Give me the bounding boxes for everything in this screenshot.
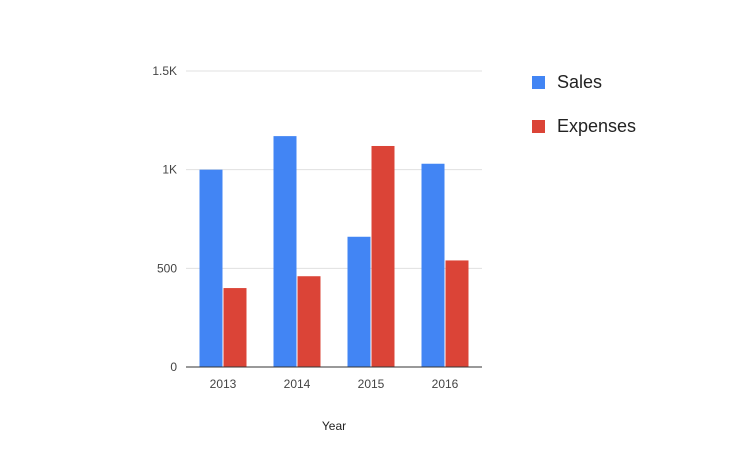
bars	[199, 136, 469, 367]
x-tick-label-2014: 2014	[284, 377, 311, 391]
x-tick-label-2015: 2015	[358, 377, 385, 391]
bar-expenses-2014[interactable]	[297, 276, 321, 367]
bar-expenses-2013[interactable]	[223, 288, 247, 367]
x-axis-title: Year	[322, 419, 346, 433]
legend-swatch-expenses	[532, 119, 545, 133]
bar-sales-2015[interactable]	[347, 236, 371, 367]
legend-label-expenses: Expenses	[557, 116, 637, 136]
legend: Sales Expenses	[532, 68, 636, 156]
y-tick-label-1K: 1K	[162, 163, 177, 177]
bar-sales-2016[interactable]	[421, 163, 445, 367]
x-tick-label-2013: 2013	[210, 377, 237, 391]
y-tick-label-500: 500	[157, 261, 177, 275]
legend-swatch-sales	[532, 75, 545, 89]
bar-expenses-2016[interactable]	[445, 260, 469, 367]
y-tick-label-0: 0	[170, 360, 177, 374]
bar-sales-2014[interactable]	[273, 136, 297, 367]
y-tick-label-1.5K: 1.5K	[152, 64, 177, 78]
legend-item-sales: Sales	[532, 68, 636, 96]
bar-expenses-2015[interactable]	[371, 145, 395, 367]
legend-item-expenses: Expenses	[532, 112, 636, 140]
x-tick-label-2016: 2016	[432, 377, 459, 391]
x-axis-ticks: 2013 2014 2015 2016	[210, 377, 459, 391]
y-axis-ticks: 0 500 1K 1.5K	[152, 64, 177, 374]
bar-sales-2013[interactable]	[199, 169, 223, 367]
legend-label-sales: Sales	[557, 72, 603, 92]
